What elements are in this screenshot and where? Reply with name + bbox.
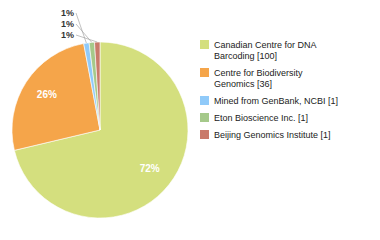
legend-item: Centre for BiodiversityGenomics [36] xyxy=(200,68,303,89)
legend-swatch xyxy=(200,130,209,139)
legend-swatch xyxy=(200,96,209,105)
legend: Canadian Centre for DNABarcoding [100] Ce… xyxy=(200,40,338,140)
data-label: 1% xyxy=(61,19,74,29)
pie xyxy=(12,42,188,218)
chart: 72%26%1%1%1%Canadian Centre for DNABarco… xyxy=(0,0,380,240)
legend-item: Beijing Genomics Institute [1] xyxy=(200,130,331,140)
legend-label: Centre for BiodiversityGenomics [36] xyxy=(214,68,303,89)
pie-slice xyxy=(84,43,100,130)
leader-line xyxy=(76,35,97,42)
legend-swatch xyxy=(200,40,209,49)
legend-label: Beijing Genomics Institute [1] xyxy=(214,130,331,140)
data-label: 1% xyxy=(61,8,74,18)
legend-item: Eton Bioscience Inc. [1] xyxy=(200,113,308,123)
leader-line xyxy=(76,13,86,43)
legend-item: Canadian Centre for DNABarcoding [100] xyxy=(200,40,317,61)
pie-slice xyxy=(95,42,100,130)
data-label: 72% xyxy=(140,163,160,174)
legend-label: Mined from GenBank, NCBI [1] xyxy=(214,96,338,106)
pie-slice xyxy=(12,44,100,151)
legend-swatch xyxy=(200,68,209,77)
legend-label: Eton Bioscience Inc. [1] xyxy=(214,113,308,123)
pie-slice xyxy=(89,42,100,130)
data-label: 26% xyxy=(37,89,57,100)
data-labels: 72%26%1%1%1% xyxy=(37,8,160,174)
legend-item: Mined from GenBank, NCBI [1] xyxy=(200,96,338,106)
data-label: 1% xyxy=(61,30,74,40)
legend-label: Canadian Centre for DNABarcoding [100] xyxy=(214,40,317,61)
legend-swatch xyxy=(200,113,209,122)
